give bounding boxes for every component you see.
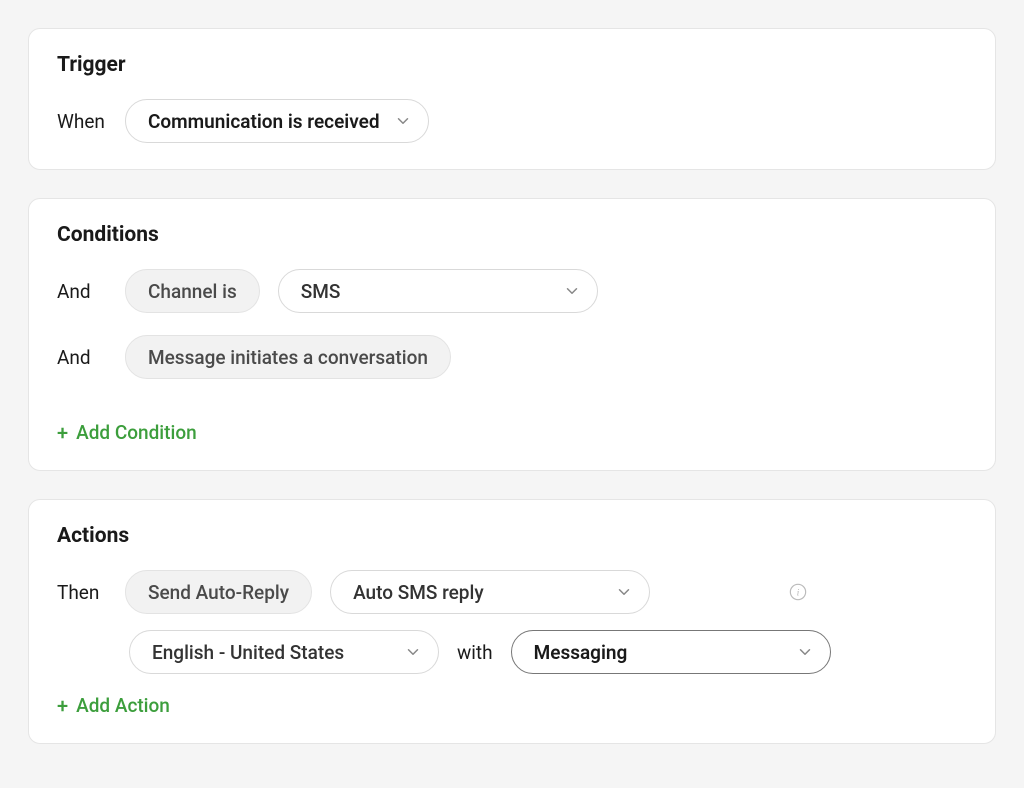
actions-card: Actions Then Send Auto-Reply Auto SMS re… — [28, 499, 996, 744]
add-action-button[interactable]: + Add Action — [57, 694, 170, 717]
trigger-title: Trigger — [57, 53, 967, 77]
conditions-title: Conditions — [57, 223, 967, 247]
add-condition-button[interactable]: + Add Condition — [57, 421, 197, 444]
action-service-text: Messaging — [534, 641, 628, 664]
condition-row-0: And Channel is SMS — [57, 269, 967, 313]
add-condition-label: Add Condition — [76, 421, 197, 444]
condition-row-1: And Message initiates a conversation — [57, 335, 967, 379]
info-icon[interactable]: i — [788, 582, 808, 602]
trigger-event-value: Communication is received — [148, 110, 380, 133]
action-type-pill[interactable]: Send Auto-Reply — [125, 570, 312, 614]
then-label: Then — [57, 581, 107, 604]
condition-type-text: Channel is — [148, 280, 237, 303]
plus-icon: + — [57, 423, 68, 443]
when-label: When — [57, 110, 107, 133]
action-service-select[interactable]: Messaging — [511, 630, 831, 674]
action-type-text: Send Auto-Reply — [148, 581, 289, 604]
chevron-down-icon — [615, 583, 633, 601]
chevron-down-icon — [404, 643, 422, 661]
conj-label: And — [57, 280, 107, 303]
conj-label: And — [57, 346, 107, 369]
condition-value-select[interactable]: SMS — [278, 269, 598, 313]
condition-type-pill[interactable]: Message initiates a conversation — [125, 335, 451, 379]
condition-type-pill[interactable]: Channel is — [125, 269, 260, 313]
action-locale-text: English - United States — [152, 641, 344, 664]
svg-text:i: i — [797, 588, 800, 599]
with-label: with — [457, 641, 493, 664]
add-action-label: Add Action — [76, 694, 170, 717]
trigger-event-select[interactable]: Communication is received — [125, 99, 429, 143]
trigger-row: When Communication is received — [57, 99, 967, 143]
chevron-down-icon — [796, 643, 814, 661]
condition-value-text: SMS — [301, 280, 341, 303]
action-template-select[interactable]: Auto SMS reply — [330, 570, 650, 614]
actions-title: Actions — [57, 524, 967, 548]
conditions-card: Conditions And Channel is SMS And Messag… — [28, 198, 996, 471]
action-locale-select[interactable]: English - United States — [129, 630, 439, 674]
chevron-down-icon — [394, 112, 412, 130]
chevron-down-icon — [563, 282, 581, 300]
trigger-card: Trigger When Communication is received — [28, 28, 996, 170]
condition-type-text: Message initiates a conversation — [148, 346, 428, 369]
action-template-text: Auto SMS reply — [353, 581, 484, 604]
action-row-0: Then Send Auto-Reply Auto SMS reply i En… — [57, 570, 967, 674]
plus-icon: + — [57, 696, 68, 716]
